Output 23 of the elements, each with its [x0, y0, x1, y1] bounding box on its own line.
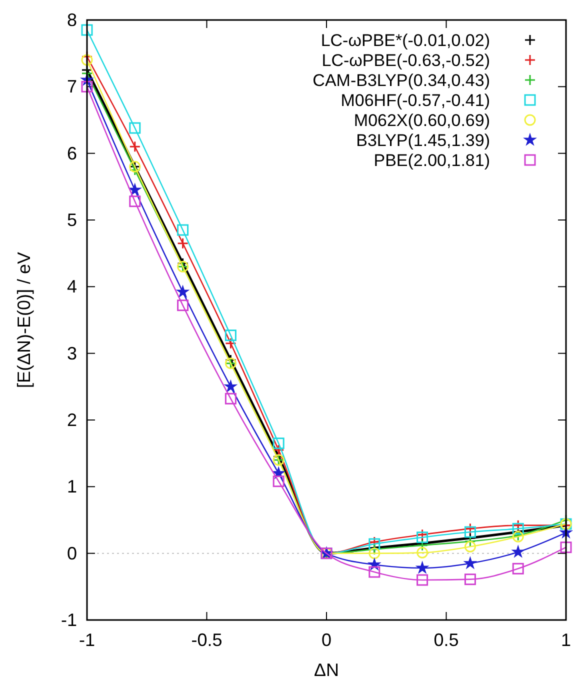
legend-label: M062X(0.60,0.69) — [354, 111, 490, 130]
legend-label: LC-ωPBE*(-0.01,0.02) — [320, 31, 490, 50]
x-tick-label: 1 — [560, 630, 572, 650]
y-tick-label: 4 — [66, 276, 77, 297]
y-tick-label: 1 — [66, 476, 77, 497]
y-tick-label: 0 — [66, 543, 77, 564]
y-tick-label: -1 — [60, 610, 77, 630]
legend-label: CAM-B3LYP(0.34,0.43) — [312, 71, 490, 90]
x-tick-label: 0.5 — [434, 630, 459, 650]
y-tick-label: 3 — [66, 343, 77, 364]
y-tick-label: 2 — [66, 410, 77, 430]
y-tick-label: 5 — [66, 210, 77, 230]
y-tick-label: 6 — [66, 143, 77, 164]
legend-label: PBE(2.00,1.81) — [374, 151, 490, 170]
x-tick-label: -0.5 — [191, 630, 222, 650]
legend-label: M06HF(-0.57,-0.41) — [340, 91, 490, 110]
x-tick-label: 0 — [321, 630, 332, 650]
x-axis-title: ΔN — [314, 660, 340, 680]
legend-label: B3LYP(1.45,1.39) — [356, 131, 490, 150]
y-axis-title: [E(ΔN)-E(0)] / eV — [14, 252, 34, 388]
y-tick-label: 8 — [66, 10, 77, 30]
y-tick-label: 7 — [66, 76, 77, 97]
legend-label: LC-ωPBE(-0.63,-0.52) — [322, 51, 490, 70]
